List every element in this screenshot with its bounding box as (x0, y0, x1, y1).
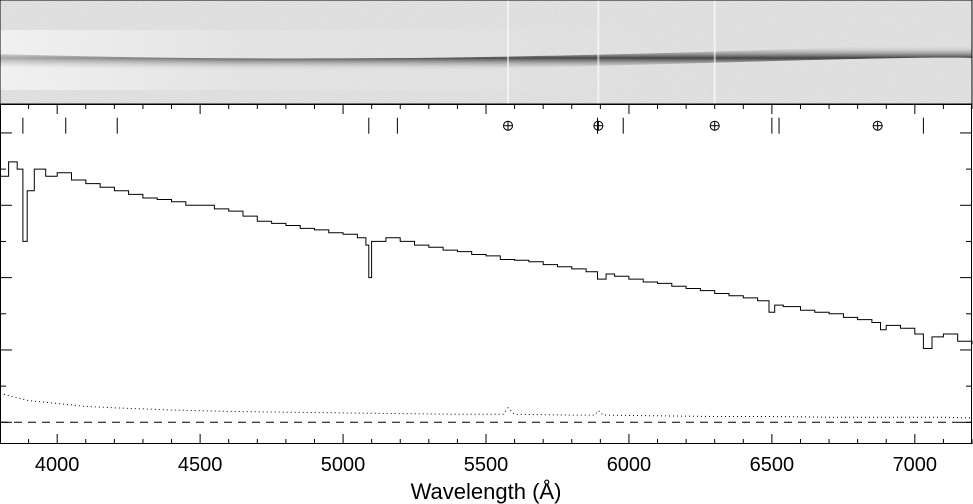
telluric-sky-marker (709, 120, 720, 131)
x-tick-label: 4000 (35, 454, 80, 476)
spectral-trace (0, 0, 972, 104)
plot-frame (0, 104, 972, 444)
x-tick-label: 6000 (607, 454, 652, 476)
2d-spectrum-image (0, 0, 973, 105)
telluric-sky-marker (503, 120, 514, 131)
x-tick-label: 7000 (893, 454, 938, 476)
x-tick-labels: 4000 4500 5000 5500 6000 6500 7000 (35, 454, 937, 476)
error-spectrum-line (0, 392, 973, 419)
x-tick-label: 6500 (750, 454, 795, 476)
data-series (0, 161, 973, 423)
trace-fade (0, 30, 972, 90)
axis-ticks (0, 104, 973, 444)
telluric-sky-marker (872, 120, 883, 131)
x-tick-label: 5500 (464, 454, 509, 476)
line-markers (22, 117, 924, 134)
1d-spectrum-plot: 4000 4500 5000 5500 6000 6500 7000 Wavelength … (0, 104, 973, 504)
x-tick-label: 5000 (321, 454, 366, 476)
spectrum-line (0, 161, 973, 349)
x-tick-label: 4500 (178, 454, 223, 476)
telluric-sky-marker (593, 120, 604, 131)
x-axis-title: Wavelength (Å) (411, 479, 562, 504)
